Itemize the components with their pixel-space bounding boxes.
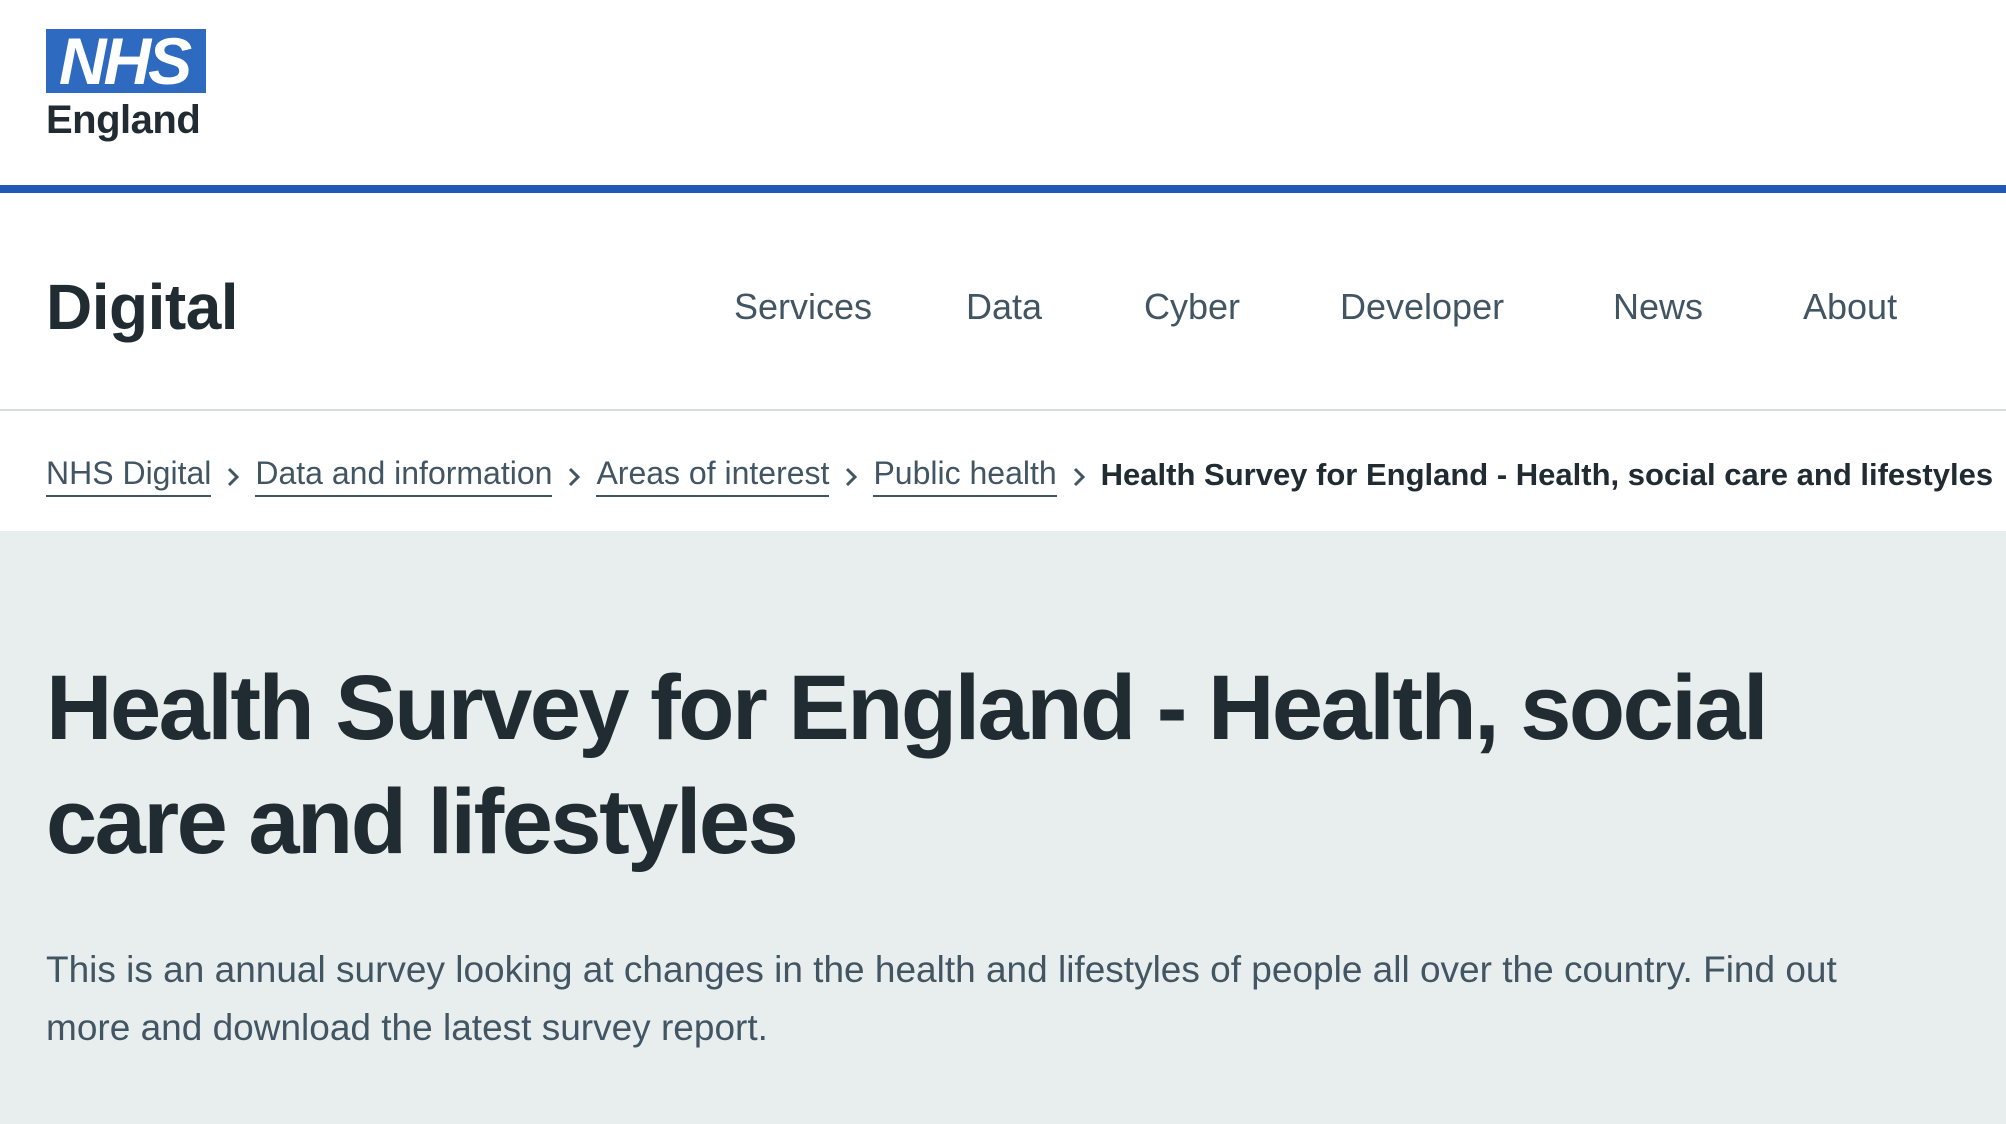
nhs-logo-mark: NHS	[46, 29, 206, 93]
nhs-england-logo[interactable]: NHS England	[46, 29, 206, 143]
page-title: Health Survey for England - Health, soci…	[46, 657, 1769, 873]
chevron-right-icon	[552, 462, 596, 488]
nav-link-about[interactable]: About	[1803, 286, 1898, 327]
nhs-england-header: NHS England	[0, 0, 2006, 193]
breadcrumb: NHS Digital Data and information Areas o…	[46, 451, 1993, 499]
breadcrumb-link-areas-of-interest[interactable]: Areas of interest	[596, 453, 830, 497]
page-summary: This is an annual survey looking at chan…	[46, 949, 1837, 1048]
breadcrumb-link-data-and-information[interactable]: Data and information	[255, 453, 553, 497]
breadcrumb-link-public-health[interactable]: Public health	[873, 453, 1057, 497]
nav-link-news[interactable]: News	[1613, 286, 1704, 327]
nav-links: Services Data Cyber Developer News About	[0, 279, 2006, 335]
breadcrumb-link-nhs-digital[interactable]: NHS Digital	[46, 453, 212, 497]
nav-link-cyber[interactable]: Cyber	[1144, 286, 1241, 327]
main-navigation: Digital Services Data Cyber Developer Ne…	[0, 193, 2006, 411]
page-hero: Health Survey for England - Health, soci…	[0, 531, 2006, 1124]
nhs-logo-subtext: England	[46, 98, 201, 142]
chevron-right-icon	[829, 462, 873, 488]
breadcrumb-bar: NHS Digital Data and information Areas o…	[0, 411, 2006, 531]
nav-link-services[interactable]: Services	[734, 286, 873, 327]
chevron-right-icon	[1057, 462, 1101, 488]
nav-link-data[interactable]: Data	[966, 286, 1043, 327]
breadcrumb-current-page: Health Survey for England - Health, soci…	[1100, 457, 1994, 492]
chevron-right-icon	[211, 462, 255, 488]
nav-link-developer[interactable]: Developer	[1340, 286, 1505, 327]
site-name[interactable]: Digital	[46, 271, 239, 343]
